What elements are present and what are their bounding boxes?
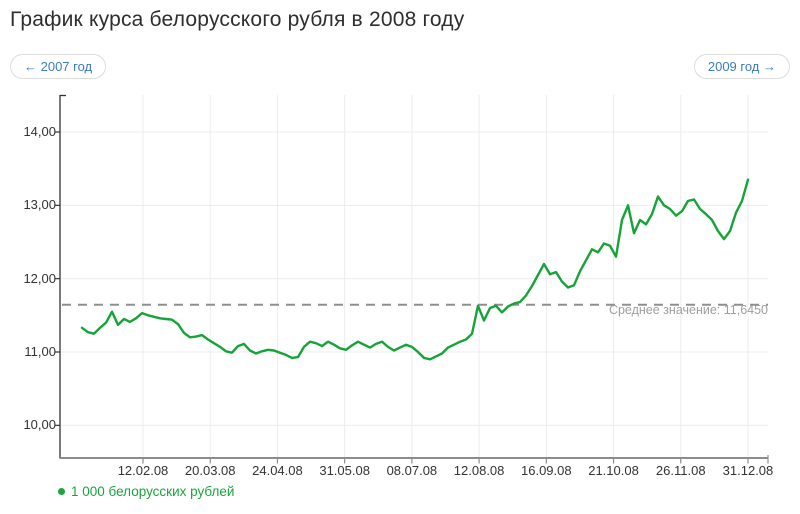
x-axis-label: 08.07.08 [386,463,438,478]
x-axis-label: 20.03.08 [184,463,236,478]
x-axis-label: 24.04.08 [252,463,303,478]
x-axis-label: 31.12.08 [722,463,774,478]
y-axis-label: 12,00 [23,270,56,286]
x-axis-label: 26.11.08 [655,463,706,478]
average-value-label: Среднее значение: 11,6450 [608,303,768,317]
y-axis-label: 13,00 [23,197,56,213]
legend-marker-icon [58,488,65,495]
x-axis-label: 31.05.08 [319,463,370,478]
prev-year-button[interactable]: ← 2007 год [10,54,107,79]
x-axis-label: 21.10.08 [588,463,639,478]
y-axis-label: 14,00 [23,124,56,139]
y-axis-label: 10,00 [23,417,56,433]
y-axis-label: 11,00 [24,344,56,359]
x-axis-label: 12.02.08 [117,463,169,478]
page-title: График курса белорусского рубля в 2008 г… [10,8,465,31]
legend: 1 000 белорусских рублей [58,484,234,499]
next-year-button[interactable]: 2009 год → [693,54,790,79]
x-axis-label: 12.08.08 [453,463,505,478]
x-axis-label: 16.09.08 [521,463,572,478]
legend-label: 1 000 белорусских рублей [71,484,235,499]
